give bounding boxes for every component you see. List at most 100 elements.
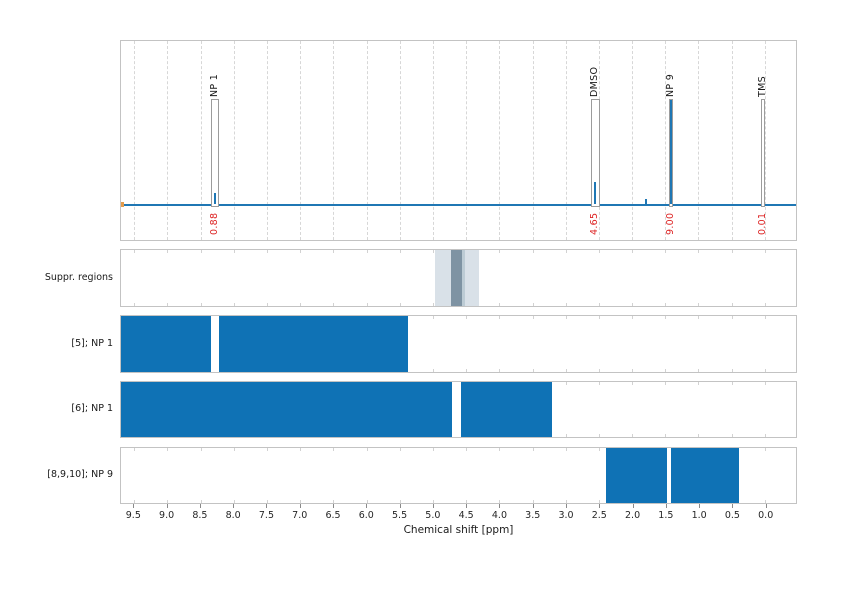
row-gridtick <box>598 369 600 372</box>
row-label-8910-np9: [8,9,10]; NP 9 <box>47 469 113 480</box>
row-gridtick <box>134 250 136 253</box>
x-tick-label: 9.0 <box>159 510 175 521</box>
gridline <box>665 41 667 240</box>
x-tick-label: 5.0 <box>425 510 441 521</box>
integration-region-box <box>761 99 765 207</box>
x-tick-label: 8.0 <box>225 510 241 521</box>
row-gridtick <box>333 500 335 503</box>
x-tick-label: 6.0 <box>358 510 374 521</box>
row-label-5-np1: [5]; NP 1 <box>71 338 113 349</box>
row-gridtick <box>499 250 501 253</box>
assignment-panel-6-np1 <box>120 381 797 438</box>
row-gridtick <box>764 250 766 253</box>
row-gridtick <box>532 448 534 451</box>
row-gridtick <box>432 448 434 451</box>
row-gridtick <box>333 250 335 253</box>
gridline <box>200 41 202 240</box>
peak-label-tms: TMS <box>757 76 769 97</box>
row-gridtick <box>300 303 302 306</box>
row-gridtick <box>532 303 534 306</box>
row-gridtick <box>665 250 667 253</box>
row-gridtick <box>698 382 700 385</box>
row-gridtick <box>466 369 468 372</box>
gridline <box>565 41 567 240</box>
assignment-bar <box>671 448 739 503</box>
row-gridtick <box>565 500 567 503</box>
x-tick-label: 6.5 <box>325 510 341 521</box>
gridline <box>333 41 335 240</box>
row-gridtick <box>698 316 700 319</box>
row-gridtick <box>565 369 567 372</box>
x-tick-mark <box>599 504 601 508</box>
integral-value-dmso: 4.65 <box>588 212 600 235</box>
gridline <box>632 41 634 240</box>
gridline <box>432 41 434 240</box>
peak-np-9 <box>670 100 673 204</box>
x-tick-mark <box>199 504 201 508</box>
x-tick-mark <box>665 504 667 508</box>
row-gridtick <box>399 500 401 503</box>
peak-label-dmso: DMSO <box>588 66 600 97</box>
row-gridtick <box>300 500 302 503</box>
row-gridtick <box>366 500 368 503</box>
row-gridtick <box>598 448 600 451</box>
row-gridtick <box>167 250 169 253</box>
row-gridtick <box>300 250 302 253</box>
row-gridtick <box>366 448 368 451</box>
gridline <box>167 41 169 240</box>
x-tick-mark <box>233 504 235 508</box>
gridline <box>134 41 136 240</box>
row-gridtick <box>632 434 634 437</box>
row-gridtick <box>698 303 700 306</box>
x-tick-label: 2.0 <box>625 510 641 521</box>
x-tick-mark <box>466 504 468 508</box>
x-tick-label: 4.5 <box>458 510 474 521</box>
x-axis: Chemical shift [ppm] 9.5 9.0 8.5 8.0 7.5 7.0 6… <box>120 504 797 544</box>
baseline-start-marker <box>121 202 124 207</box>
x-tick-label: 1.5 <box>658 510 674 521</box>
integration-region-box <box>590 99 600 207</box>
peak-label-np-1: NP 1 <box>209 73 221 97</box>
x-axis-label: Chemical shift [ppm] <box>403 524 514 536</box>
row-gridtick <box>499 500 501 503</box>
integral-value-np-1: 0.88 <box>209 212 221 235</box>
minor-peak <box>645 199 647 204</box>
x-tick-label: 2.5 <box>591 510 607 521</box>
row-gridtick <box>399 448 401 451</box>
x-tick-mark <box>333 504 335 508</box>
row-gridtick <box>764 316 766 319</box>
row-gridtick <box>565 303 567 306</box>
row-gridtick <box>200 303 202 306</box>
row-gridtick <box>432 250 434 253</box>
x-tick-mark <box>266 504 268 508</box>
assignment-bar <box>606 448 668 503</box>
row-gridtick <box>731 316 733 319</box>
row-gridtick <box>532 250 534 253</box>
row-gridtick <box>731 382 733 385</box>
row-gridtick <box>300 448 302 451</box>
gridline <box>366 41 368 240</box>
row-gridtick <box>200 500 202 503</box>
peak-label-np-9: NP 9 <box>665 73 677 97</box>
row-gridtick <box>532 500 534 503</box>
assignment-panel-5-np1 <box>120 315 797 373</box>
x-tick-mark <box>699 504 701 508</box>
x-tick-mark <box>133 504 135 508</box>
row-gridtick <box>632 250 634 253</box>
row-gridtick <box>432 369 434 372</box>
row-gridtick <box>731 250 733 253</box>
x-tick-label: 9.5 <box>125 510 141 521</box>
row-gridtick <box>366 303 368 306</box>
integration-region-box <box>211 99 219 207</box>
x-tick-label: 5.5 <box>392 510 408 521</box>
row-gridtick <box>665 434 667 437</box>
row-gridtick <box>731 303 733 306</box>
row-gridtick <box>598 303 600 306</box>
row-gridtick <box>233 500 235 503</box>
row-gridtick <box>466 316 468 319</box>
row-gridtick <box>499 369 501 372</box>
x-tick-label: 8.5 <box>192 510 208 521</box>
x-tick-label: 3.5 <box>525 510 541 521</box>
row-gridtick <box>399 303 401 306</box>
